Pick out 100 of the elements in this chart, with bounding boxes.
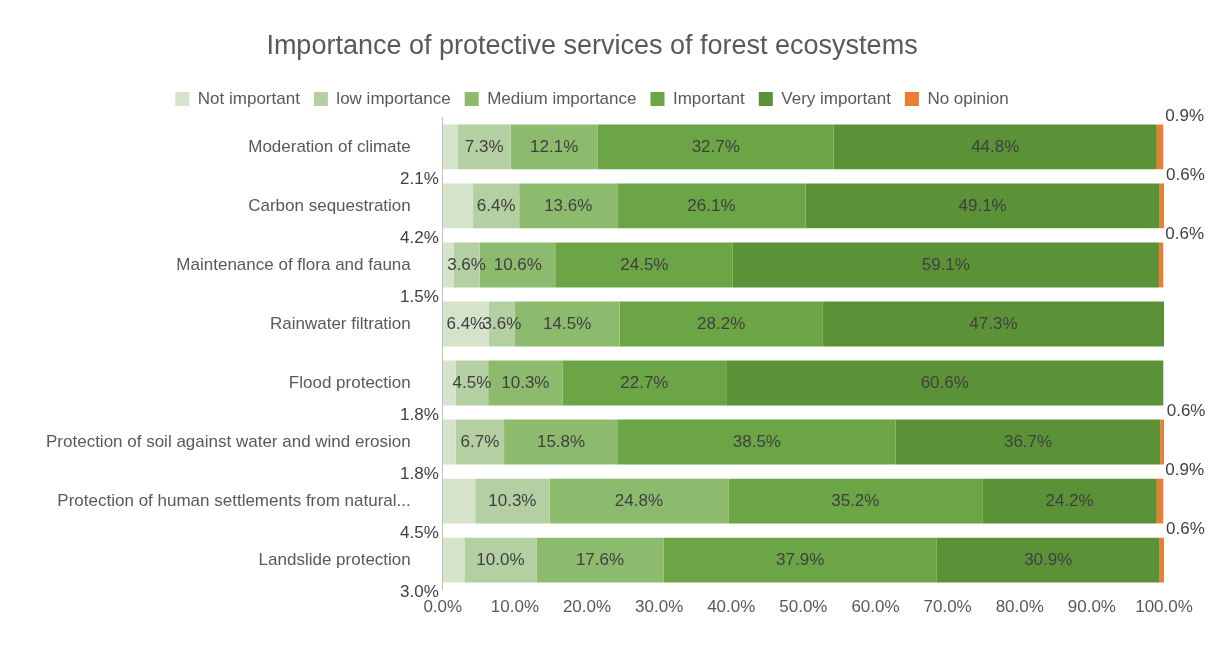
bar [536,537,664,583]
bar [805,183,1160,229]
bar [597,124,834,170]
data-label: 37.9% [776,549,825,569]
bar [1159,183,1164,229]
bar [663,537,937,583]
data-label: 36.7% [1003,431,1053,451]
bar [519,183,618,229]
data-label: 0.6% [1166,165,1205,185]
bar [618,419,896,465]
data-label: 0.6% [1166,519,1205,539]
y-tick-label: Protection of human settlements from natural... [57,490,411,510]
data-label: 7.3% [464,136,504,156]
data-label: 10.3% [488,490,537,510]
x-tick-label: 20.0% [562,597,612,617]
data-label: 10.0% [476,549,525,569]
legend-label: Very important [781,88,892,108]
data-label: 0.6% [1165,224,1205,244]
x-tick-label: 50.0% [779,597,828,617]
data-label: 4.2% [400,228,439,248]
data-label: 22.7% [620,372,669,392]
bar [464,537,537,583]
bar [1158,242,1164,288]
legend-label: Not important [197,88,301,108]
y-tick-label: Maintenance of flora and fauna [176,254,412,274]
bar [936,537,1160,583]
y-tick-label: Landslide protection [258,549,411,569]
data-label: 30.9% [1024,549,1073,569]
data-label: 1.8% [400,464,439,484]
bar [510,124,598,170]
x-tick-label: 10.0% [490,597,539,617]
bar [1156,124,1164,170]
data-label: 47.3% [969,313,1018,333]
chart-title: Importance of protective services of forest ecosystems [266,29,918,60]
legend-label: Important [672,88,746,108]
data-label: 6.7% [460,431,500,451]
bar [1160,419,1164,465]
bar [504,419,619,465]
bar [442,124,458,170]
data-label: 0.6% [1166,401,1206,421]
bar [822,301,1164,347]
data-label: 24.5% [620,254,669,274]
data-label: 10.3% [501,372,550,392]
bar [732,242,1159,288]
y-tick-label: Rainwater filtration [269,313,411,333]
data-label: 0.9% [1165,106,1205,126]
bar [442,183,474,229]
bar [442,478,476,524]
bar [619,301,823,347]
data-label: 3.6% [447,254,486,274]
bar [442,537,465,583]
data-label: 12.1% [530,136,579,156]
data-label: 28.2% [697,313,746,333]
data-label: 4.5% [400,523,439,543]
data-label: 6.4% [476,195,516,215]
x-tick-label: 70.0% [923,597,972,617]
data-label: 44.8% [971,136,1020,156]
x-tick-label: 60.0% [851,597,900,617]
y-tick-label: Moderation of climate [248,136,411,156]
x-tick-label: 40.0% [707,597,756,617]
x-tick-label: 100.0% [1135,597,1193,617]
bar [549,478,729,524]
legend-label: No opinion [927,88,1009,108]
data-label: 13.6% [544,195,593,215]
y-tick-label: Flood protection [288,372,411,392]
data-label: 49.1% [958,195,1007,215]
y-tick-label: Carbon sequestration [248,195,411,215]
data-label: 14.5% [543,313,592,333]
data-label: 0.9% [1165,460,1205,480]
bar [982,478,1157,524]
y-tick-label: Protection of soil against water and wind erosion [46,431,411,451]
legend-label: Medium importance [487,88,637,108]
bar [475,478,550,524]
bar [556,242,733,288]
data-label: 2.1% [400,169,439,189]
data-label: 10.6% [493,254,542,274]
bar [726,360,1164,406]
bar [833,124,1157,170]
bar [617,183,806,229]
data-label: 24.8% [614,490,664,510]
bar [1159,537,1164,583]
data-label: 38.5% [732,431,781,451]
bar [442,419,456,465]
x-tick-label: 90.0% [1067,597,1116,617]
data-label: 4.5% [452,372,492,392]
data-label: 32.7% [691,136,740,156]
x-tick-label: 30.0% [635,597,684,617]
bar [895,419,1161,465]
bar [728,478,983,524]
data-label: 1.8% [400,405,439,425]
x-tick-label: 0.0% [423,597,463,617]
bar [1156,478,1164,524]
data-label: 24.2% [1045,490,1094,510]
data-label: 1.5% [400,287,439,307]
data-label: 26.1% [687,195,736,215]
data-label: 15.8% [536,431,586,451]
data-label: 59.1% [921,254,970,274]
bar [562,360,727,406]
data-label: 35.2% [831,490,880,510]
legend-label: low importance [336,88,451,108]
